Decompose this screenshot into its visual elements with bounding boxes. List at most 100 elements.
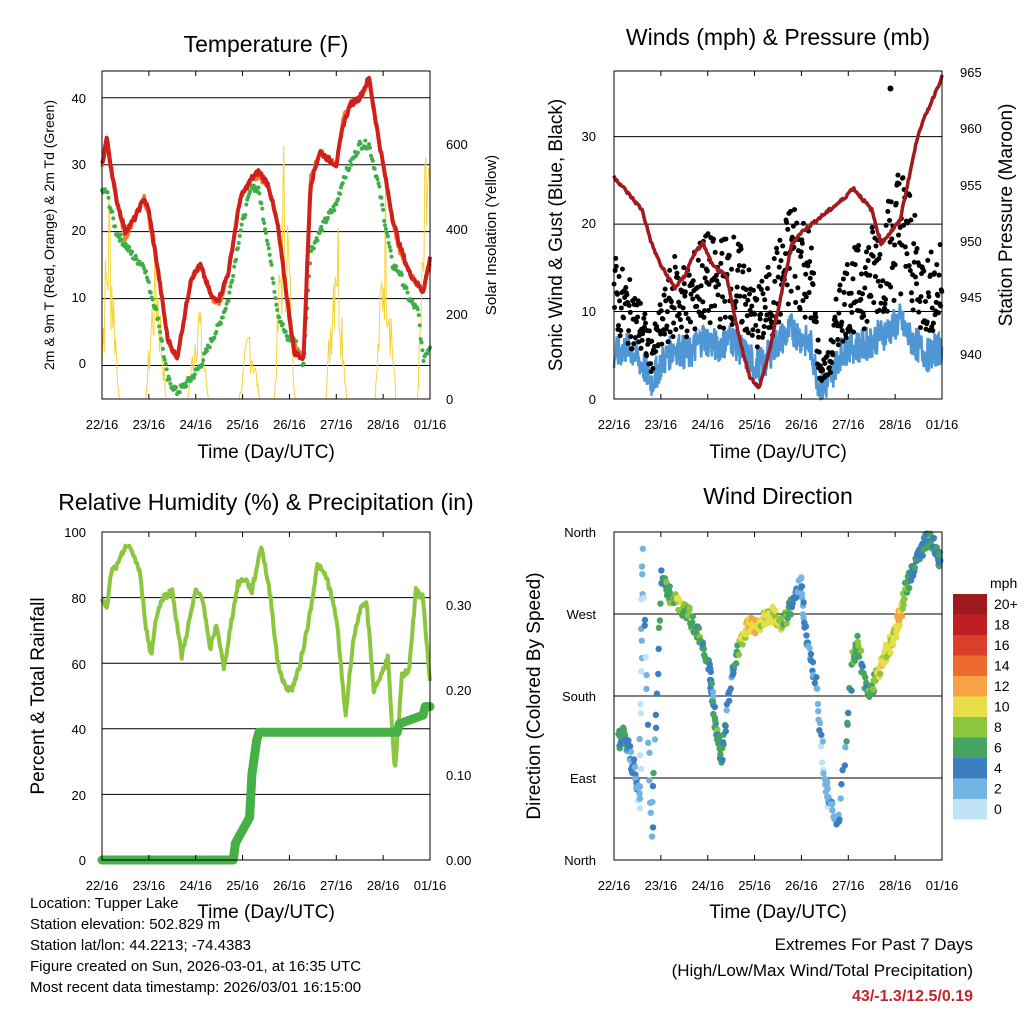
gust-point — [914, 245, 920, 251]
gust-point — [820, 367, 826, 373]
gust-point — [733, 298, 739, 304]
dewpoint-point — [387, 244, 392, 249]
direction-point — [828, 800, 835, 808]
gust-point — [747, 307, 753, 313]
direction-point — [835, 811, 842, 818]
gust-point — [653, 349, 659, 355]
dewpoint-point — [379, 195, 384, 200]
gust-point — [758, 286, 764, 292]
gust-point — [909, 298, 915, 304]
dewpoint-point — [405, 290, 410, 295]
gust-point — [912, 212, 918, 218]
temperature-series-2m-T — [100, 76, 432, 362]
tick-label: 10 — [582, 304, 596, 319]
dewpoint-point — [376, 181, 381, 186]
direction-point — [857, 647, 865, 654]
gust-point — [884, 308, 890, 314]
gust-point — [722, 314, 728, 320]
dewpoint-point — [207, 345, 212, 350]
tick-label: North — [564, 525, 596, 540]
gust-point — [642, 320, 648, 326]
humidity-plot-area — [97, 543, 435, 865]
gust-point — [816, 349, 822, 355]
gust-point — [674, 270, 680, 276]
winds-panel: Winds (mph) & Pressure (mb) 30 20 10 0 9… — [546, 24, 1017, 463]
gust-point — [797, 306, 803, 312]
dewpoint-point — [386, 241, 391, 246]
dewpoint-point — [226, 298, 231, 303]
direction-point — [646, 777, 653, 784]
gust-point — [740, 269, 746, 275]
speed-legend: 20+ 18 16 14 12 10 8 6 4 2 0 — [953, 594, 1018, 820]
gust-point — [930, 320, 936, 326]
x-tick-label: 26/16 — [785, 417, 818, 432]
legend-label: 6 — [994, 740, 1002, 756]
direction-point — [708, 680, 715, 687]
dewpoint-point — [212, 335, 217, 340]
gust-point — [687, 319, 693, 325]
dewpoint-point — [280, 322, 285, 327]
gust-point — [799, 240, 805, 246]
gust-point — [684, 334, 690, 340]
direction-point — [640, 594, 647, 602]
gust-point — [702, 275, 708, 281]
direction-point — [905, 584, 913, 592]
gust-point — [788, 288, 794, 294]
gust-point — [667, 329, 673, 335]
x-tick-label: 28/16 — [367, 878, 400, 893]
gust-point — [771, 256, 777, 262]
direction-point — [655, 670, 662, 678]
gust-point — [803, 271, 809, 277]
tick-label: 40 — [72, 91, 86, 106]
gust-point — [658, 308, 664, 314]
direction-point — [813, 685, 821, 692]
gust-point — [661, 292, 667, 298]
direction-point — [709, 688, 717, 696]
direction-point — [656, 617, 664, 624]
gust-point — [692, 326, 698, 332]
gust-point — [869, 224, 875, 230]
gust-point — [912, 274, 918, 280]
tick-label: 0 — [79, 356, 86, 371]
tick-label: South — [562, 689, 596, 704]
dewpoint-point — [119, 237, 124, 242]
dewpoint-point — [263, 227, 268, 232]
station-location: Location: Tupper Lake — [30, 895, 179, 912]
dewpoint-point — [349, 162, 354, 167]
gust-point — [759, 278, 765, 284]
gust-point — [844, 262, 850, 268]
dewpoint-point — [319, 224, 324, 229]
dewpoint-point — [275, 308, 280, 313]
gust-point — [699, 263, 705, 269]
extremes-values: 43/-1.3/12.5/0.19 — [852, 988, 973, 1005]
direction-point — [722, 722, 729, 730]
dewpoint-point — [141, 263, 146, 268]
dewpoint-point — [228, 284, 233, 289]
gust-point — [916, 309, 922, 315]
gust-point — [736, 263, 742, 269]
direction-point — [862, 674, 869, 681]
dewpoint-point — [394, 264, 399, 269]
gust-point — [836, 287, 842, 293]
x-tick-label: 26/16 — [273, 417, 306, 432]
tick-label: 0 — [446, 392, 453, 407]
direction-point — [855, 653, 863, 660]
gust-point — [813, 314, 819, 320]
gust-point — [641, 324, 647, 330]
gust-point — [848, 290, 854, 296]
gust-point — [700, 299, 706, 305]
gust-point — [908, 217, 914, 223]
direction-y-label: Direction (Colored By Speed) — [524, 572, 545, 819]
gust-point — [791, 207, 797, 213]
tick-label: 20 — [72, 788, 86, 803]
gust-point — [756, 334, 762, 340]
dewpoint-point — [338, 191, 343, 196]
gust-point — [678, 324, 684, 330]
gust-point — [738, 246, 744, 252]
tick-label: 0.00 — [446, 853, 471, 868]
gust-point — [648, 361, 654, 367]
relative-humidity-series — [100, 543, 432, 768]
gust-point — [858, 296, 864, 302]
dewpoint-point — [270, 276, 275, 281]
recent-data-timestamp: Most recent data timestamp: 2026/03/01 1… — [30, 979, 362, 996]
